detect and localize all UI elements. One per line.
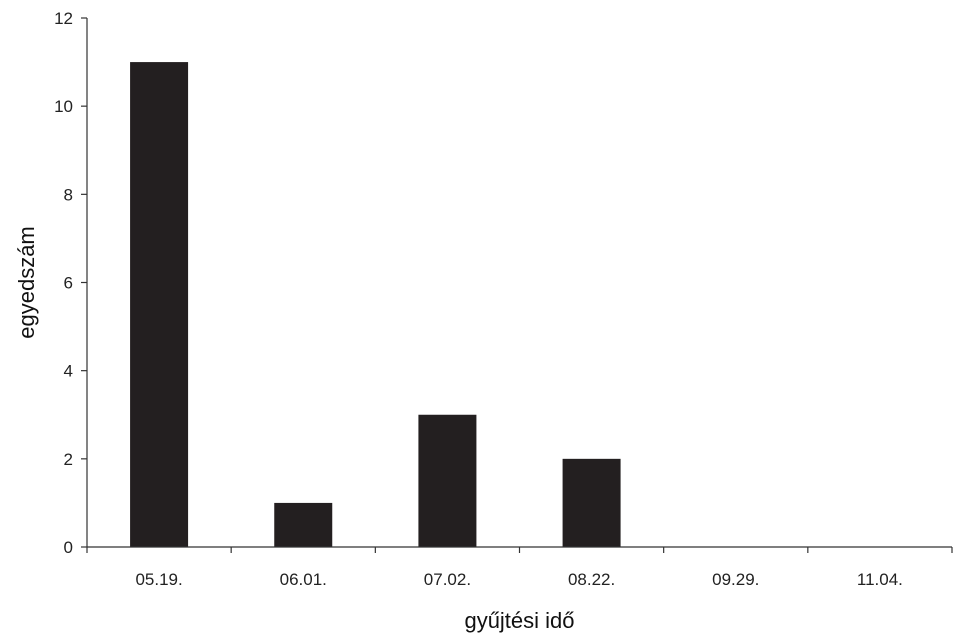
bar-07-02 xyxy=(418,414,477,547)
x-tick-label: 09.29. xyxy=(712,570,759,589)
x-axis-title: gyűjtési idő xyxy=(464,608,574,633)
bars xyxy=(130,62,621,547)
y-tick-label: 10 xyxy=(54,97,73,116)
bar-05-19 xyxy=(130,62,189,547)
y-tick-label: 2 xyxy=(64,450,73,469)
y-axis-ticks: 0 2 4 6 8 10 12 xyxy=(54,9,87,557)
x-tick-label: 07.02. xyxy=(424,570,471,589)
x-axis-ticks: 05.19. 06.01. 07.02. 08.22. 09.29. 11.04. xyxy=(86,547,953,589)
y-tick-label: 6 xyxy=(64,274,73,293)
x-tick-label: 05.19. xyxy=(135,570,182,589)
bar-06-01 xyxy=(274,502,333,547)
bar-08-22 xyxy=(562,458,621,547)
y-tick-label: 4 xyxy=(64,362,73,381)
y-tick-label: 0 xyxy=(64,538,73,557)
y-axis-title: egyedszám xyxy=(14,226,39,339)
x-tick-label: 11.04. xyxy=(857,570,903,589)
x-tick-label: 06.01. xyxy=(280,570,327,589)
y-tick-label: 8 xyxy=(64,185,73,204)
y-tick-label: 12 xyxy=(54,9,73,28)
x-tick-label: 08.22. xyxy=(568,570,615,589)
